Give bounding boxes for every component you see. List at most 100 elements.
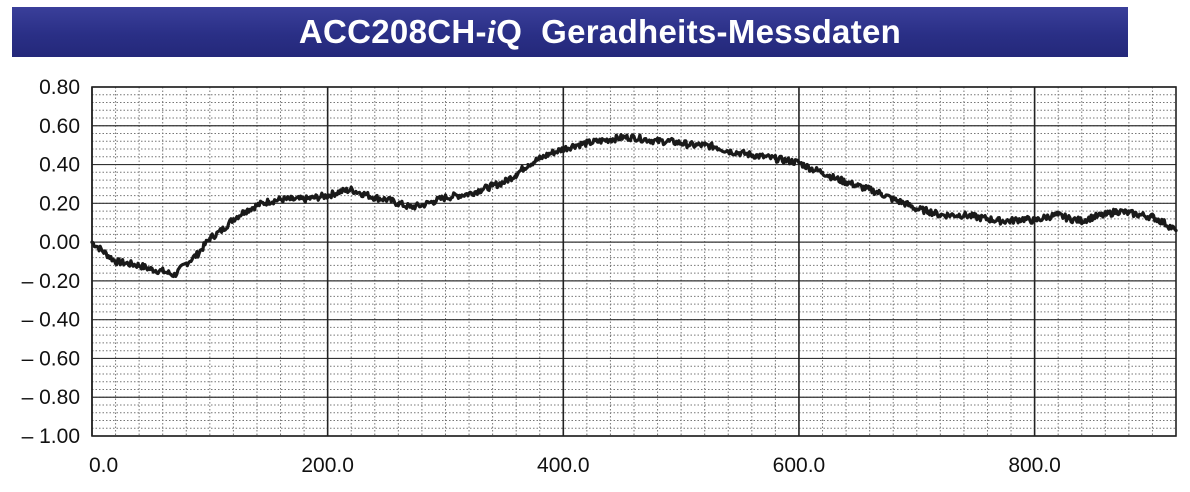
plot-frame — [91, 86, 1177, 437]
data-point — [844, 180, 848, 184]
data-point — [172, 273, 177, 277]
data-point — [974, 215, 978, 219]
data-point — [220, 228, 224, 233]
x-tick-label: 800.0 — [1008, 454, 1061, 477]
data-point — [1162, 221, 1166, 225]
data-point — [125, 261, 129, 266]
data-point — [479, 188, 483, 192]
data-point — [337, 190, 342, 194]
data-point — [549, 151, 554, 155]
data-point — [762, 155, 766, 159]
y-tick-label: – 0.20 — [22, 270, 80, 293]
y-tick-label: – 0.40 — [22, 309, 80, 332]
data-point — [644, 137, 648, 141]
data-point — [750, 153, 754, 157]
data-point — [502, 180, 506, 184]
data-point — [149, 267, 153, 271]
data-point — [832, 176, 836, 180]
data-point — [102, 250, 106, 254]
data-point — [703, 143, 707, 147]
data-point — [962, 213, 966, 217]
data-point — [255, 203, 259, 207]
data-point — [573, 143, 577, 147]
data-point — [491, 184, 495, 188]
x-axis-ticks: 0.0 200.0 400.0 600.0 800.0 — [89, 454, 1061, 477]
data-point — [90, 240, 94, 244]
data-point — [561, 147, 565, 151]
data-point — [1033, 219, 1037, 223]
x-tick-label: 600.0 — [773, 454, 826, 477]
chart-title-italic: i — [486, 14, 497, 51]
data-point — [467, 192, 471, 196]
data-point — [526, 162, 530, 167]
data-point — [632, 135, 636, 140]
chart-title: ACC208CH-iQ Geradheits-Messdaten — [299, 13, 901, 52]
x-tick-label: 0.0 — [89, 454, 118, 477]
data-point — [985, 217, 990, 221]
data-point — [655, 139, 660, 143]
data-point — [797, 161, 801, 165]
data-point — [1127, 211, 1131, 215]
y-tick-label: – 1.00 — [22, 425, 80, 448]
data-point — [1056, 213, 1060, 217]
data-point — [1150, 215, 1155, 219]
y-tick-label: – 0.80 — [22, 386, 80, 409]
data-point — [243, 209, 247, 213]
data-point — [785, 159, 789, 163]
data-point — [137, 263, 141, 267]
data-point — [1091, 215, 1096, 219]
data-point — [161, 269, 165, 273]
x-tick-label: 200.0 — [301, 454, 354, 477]
data-point — [915, 207, 919, 211]
data-point — [267, 199, 271, 203]
data-point — [679, 141, 683, 145]
data-point — [1103, 213, 1107, 217]
data-point — [384, 197, 389, 202]
x-tick-label: 400.0 — [537, 454, 590, 477]
data-point — [1021, 217, 1025, 221]
data-point — [773, 157, 777, 161]
data-point — [856, 184, 860, 188]
data-point — [361, 192, 365, 196]
data-point — [113, 259, 118, 264]
data-point — [1174, 228, 1178, 233]
data-point — [820, 170, 825, 174]
title-banner: ACC208CH-iQ Geradheits-Messdaten — [12, 7, 1128, 57]
data-point — [290, 197, 294, 202]
data-point — [408, 205, 412, 209]
data-point — [1068, 217, 1072, 221]
y-tick-label: 0.00 — [39, 231, 80, 254]
data-point — [868, 188, 872, 192]
data-point — [608, 137, 613, 141]
data-point — [184, 261, 188, 266]
data-point — [585, 141, 589, 145]
chart-title-prefix: ACC208CH- — [298, 12, 487, 50]
y-tick-label: – 0.60 — [22, 347, 80, 370]
data-point — [396, 201, 400, 205]
chart-title-suffix: Q Geradheits-Messdaten — [496, 12, 902, 50]
data-point — [726, 149, 730, 153]
data-point — [903, 201, 907, 205]
data-point — [1115, 209, 1119, 213]
data-point — [997, 219, 1001, 223]
data-point — [620, 135, 624, 140]
y-tick-label: 0.20 — [39, 192, 80, 215]
data-point — [196, 252, 200, 256]
data-point — [1009, 219, 1013, 223]
data-point — [950, 213, 954, 217]
series-layer — [90, 133, 1178, 279]
data-point — [738, 151, 742, 155]
data-point — [514, 172, 518, 176]
data-point — [326, 193, 330, 198]
y-axis-ticks: 0.80 0.60 0.40 0.20 0.00 – 0.20 – 0.40 – 0.60 – … — [22, 76, 80, 448]
data-point — [926, 209, 931, 213]
data-point — [1080, 219, 1084, 223]
data-point — [891, 197, 895, 202]
data-point — [538, 157, 542, 161]
data-point — [373, 195, 377, 200]
data-point — [278, 197, 283, 202]
data-point — [809, 166, 813, 171]
data-point — [597, 139, 601, 143]
data-point — [1139, 213, 1143, 217]
